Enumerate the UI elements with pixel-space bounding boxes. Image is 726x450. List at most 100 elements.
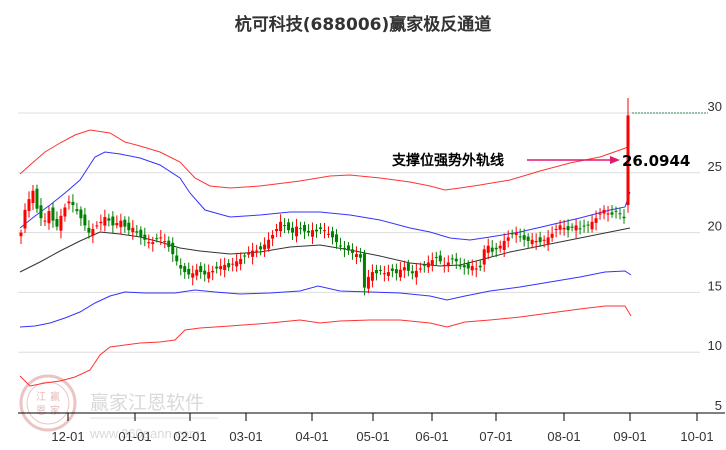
candle [610,212,614,215]
candle [474,268,478,270]
candle [287,222,291,231]
candle [199,265,203,273]
candle [167,240,171,247]
band-outer_upper [19,129,629,191]
candle [111,216,115,226]
y-tick-label: 20 [708,219,722,234]
candle [51,207,55,221]
candle [414,270,418,278]
candle [622,216,626,219]
candle [147,242,151,244]
candle [323,230,326,232]
candle [215,266,219,269]
candle [163,240,167,242]
candle [203,270,207,275]
candle [67,201,71,204]
candle [338,245,342,247]
candle [79,209,83,219]
candle [486,245,490,253]
candle [570,226,574,228]
y-tick-label: 5 [715,398,722,413]
candle [279,221,283,232]
candle [426,262,430,268]
x-tick-label: 02-01 [173,429,206,444]
candle [506,237,510,241]
candle [179,265,183,269]
candle [590,221,594,230]
candle [311,230,315,237]
candlesticks [19,97,630,296]
candle [438,255,442,262]
candle [494,247,498,250]
candle [207,272,211,279]
candle [526,236,530,241]
candle [99,221,103,224]
watermark: 江 赢 恩 家 赢家江恩软件 www.360gann.com [19,374,218,441]
candle [382,273,386,275]
candle [342,247,346,250]
candle [239,258,243,265]
candle [614,210,618,212]
candle [510,233,514,235]
candle [243,255,247,257]
candle [95,225,99,227]
candle [119,220,123,228]
annotation-value: 26.0944 [622,152,690,170]
candle [602,209,606,214]
candle [235,261,239,267]
candle [450,258,454,260]
candle [139,229,143,238]
candle [151,242,155,244]
chart-title: 杭可科技(688006)赢家极反通道 [234,15,492,35]
candle [263,244,267,250]
candle [255,250,259,252]
watermark-url: www.360gann.com [89,426,200,441]
candle [390,268,394,271]
candle [378,269,382,271]
candle [55,218,59,227]
candle [398,269,402,278]
candle [598,213,602,215]
candle [143,234,147,240]
candle [47,211,51,224]
candle [319,227,323,230]
candle [454,258,458,262]
candle [159,237,163,239]
candle [482,249,486,265]
candle [191,273,195,278]
candle [574,225,578,231]
candle [554,229,558,231]
candle [434,256,438,258]
candle [498,245,502,249]
candle [402,267,406,271]
candle [370,272,374,281]
candle [107,218,111,221]
candle [127,222,131,231]
candle [334,234,338,243]
candle [171,242,175,255]
candle [490,247,494,252]
candle [374,270,378,274]
candle [358,254,362,258]
band-inner_lower [19,270,632,328]
candle [430,260,434,266]
candle [187,268,191,275]
candle [19,232,23,237]
svg-text:家: 家 [50,404,60,417]
band-inner_upper [19,151,631,241]
candle [291,227,295,233]
candle [466,263,470,269]
annotation-arrowhead-icon [610,156,620,164]
y-axis: 5 10 15 20 25 30 [708,99,722,413]
candle [546,237,550,244]
candle [326,233,330,235]
y-tick-label: 30 [708,99,722,114]
x-tick-label: 07-01 [479,429,512,444]
candle [346,245,350,251]
x-tick-label: 08-01 [547,429,580,444]
x-tick-label: 09-01 [613,429,646,444]
candle [195,269,199,276]
candle [283,225,287,227]
candle [155,238,159,240]
